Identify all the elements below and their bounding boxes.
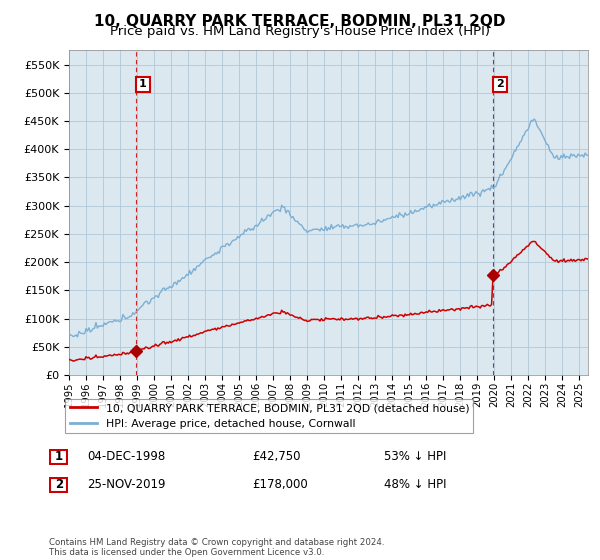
Legend: 10, QUARRY PARK TERRACE, BODMIN, PL31 2QD (detached house), HPI: Average price, : 10, QUARRY PARK TERRACE, BODMIN, PL31 2Q…: [65, 399, 473, 433]
Text: 25-NOV-2019: 25-NOV-2019: [87, 478, 166, 491]
FancyBboxPatch shape: [50, 478, 67, 492]
Text: 2: 2: [496, 80, 504, 89]
Text: 1: 1: [139, 80, 147, 89]
Text: 04-DEC-1998: 04-DEC-1998: [87, 450, 165, 463]
Text: Price paid vs. HM Land Registry's House Price Index (HPI): Price paid vs. HM Land Registry's House …: [110, 25, 490, 38]
Text: £42,750: £42,750: [252, 450, 301, 463]
Text: 48% ↓ HPI: 48% ↓ HPI: [384, 478, 446, 491]
Text: 53% ↓ HPI: 53% ↓ HPI: [384, 450, 446, 463]
FancyBboxPatch shape: [50, 450, 67, 464]
Text: 2: 2: [55, 478, 63, 492]
Text: 10, QUARRY PARK TERRACE, BODMIN, PL31 2QD: 10, QUARRY PARK TERRACE, BODMIN, PL31 2Q…: [94, 14, 506, 29]
Text: Contains HM Land Registry data © Crown copyright and database right 2024.
This d: Contains HM Land Registry data © Crown c…: [49, 538, 385, 557]
Text: £178,000: £178,000: [252, 478, 308, 491]
Text: 1: 1: [55, 450, 63, 464]
